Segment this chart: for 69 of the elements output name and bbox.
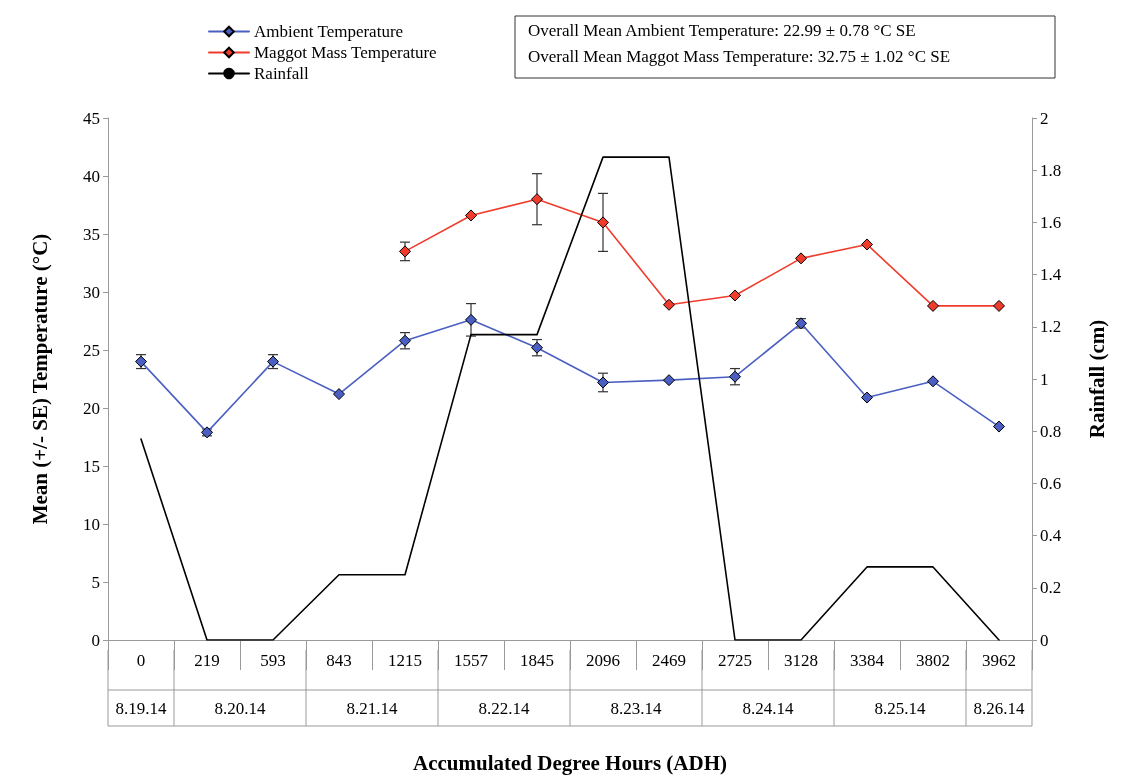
text: 8.25.14 [874, 698, 926, 718]
y-tick-label: 10 [83, 514, 100, 534]
legend-label: Rainfall [254, 64, 310, 83]
point [861, 391, 873, 404]
point [927, 375, 939, 388]
y-tick-label: 30 [83, 282, 100, 302]
y-tick-label: 20 [83, 398, 100, 418]
legend-label: Ambient Temperature [254, 22, 404, 41]
x-tick-label: 219 [194, 651, 220, 670]
point [399, 245, 411, 258]
x-tick-label: 2725 [718, 651, 752, 670]
point [333, 388, 345, 401]
x-tick-label: 2096 [586, 651, 620, 670]
y-tick-label: 35 [83, 224, 100, 244]
x-tick-label: 0 [136, 651, 146, 670]
point [597, 376, 609, 389]
x-tick-label: 3802 [916, 651, 950, 670]
y-tick-label: 5 [91, 572, 100, 592]
x-tick-label: 843 [326, 651, 352, 670]
point [663, 374, 675, 387]
x-tick-label: 3384 [850, 651, 885, 670]
x-tick-label: 1557 [454, 651, 489, 670]
y2-tick-label: 1.8 [1040, 160, 1062, 180]
text: 8.19.14 [115, 698, 167, 718]
x-tick-label: 1215 [388, 651, 422, 670]
y-tick-label: 0 [91, 630, 100, 650]
point [531, 193, 543, 206]
text: 8.21.14 [346, 698, 398, 718]
y-axis-title: Mean (+/- SE) Temperature (°C) [27, 233, 52, 525]
text: 8.20.14 [214, 698, 266, 718]
y-tick-label: 45 [83, 108, 100, 128]
y-tick-label: 25 [83, 340, 100, 360]
text: Overall Mean Ambient Temperature: 22.99 ± 0.78 °C SE [528, 21, 916, 40]
text: 8.22.14 [478, 698, 530, 718]
point [597, 216, 609, 229]
point [993, 299, 1005, 312]
legend-label: Maggot Mass Temperature [254, 43, 437, 62]
y2-tick-label: 0.8 [1040, 421, 1062, 441]
point [927, 299, 939, 312]
y2-tick-label: 2 [1040, 108, 1049, 128]
x-tick-label: 593 [260, 651, 286, 670]
x-tick-label: 1845 [520, 651, 554, 670]
line-series [140, 156, 1000, 641]
text: 8.24.14 [742, 698, 794, 718]
text: 8.23.14 [610, 698, 662, 718]
point [729, 289, 741, 302]
y2-tick-label: 0.6 [1040, 473, 1062, 493]
x-tick-label: 3962 [982, 651, 1016, 670]
point [465, 313, 477, 326]
y-tick-label: 15 [83, 456, 100, 476]
point [993, 420, 1005, 433]
point [465, 209, 477, 222]
text: 8.26.14 [973, 698, 1025, 718]
point [795, 252, 807, 265]
x-axis-title: Accumulated Degree Hours (ADH) [413, 750, 727, 775]
y2-tick-label: 1.4 [1040, 265, 1062, 285]
y2-axis-title: Rainfall (cm) [1084, 319, 1109, 439]
x-tick-label: 3128 [784, 651, 818, 670]
y-tick-label: 40 [83, 166, 100, 186]
y2-tick-label: 0 [1040, 630, 1049, 650]
y2-tick-label: 1.6 [1040, 212, 1062, 232]
text: Overall Mean Maggot Mass Temperature: 32.75 ± 1.02 °C SE [528, 47, 951, 66]
point [861, 238, 873, 251]
y2-tick-label: 1.2 [1040, 317, 1062, 337]
y2-tick-label: 0.4 [1040, 526, 1062, 546]
y2-tick-label: 1 [1040, 369, 1049, 389]
y2-tick-label: 0.2 [1040, 578, 1062, 598]
point [663, 298, 675, 311]
x-tick-label: 2469 [652, 651, 686, 670]
